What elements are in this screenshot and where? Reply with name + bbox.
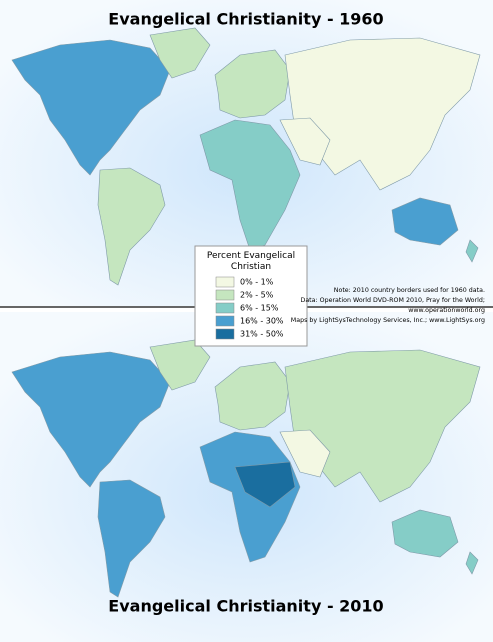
legend-title: Percent Evangelical Christian (207, 251, 295, 272)
legend-label: 2% - 5% (240, 291, 274, 300)
legend-swatch (215, 289, 235, 301)
legend-label: 31% - 50% (240, 330, 284, 339)
legend-box (194, 245, 308, 347)
map-title: Evangelical Christianity - 1960 (108, 10, 383, 29)
map-2010: Evangelical Christianity - 2010 (0, 312, 493, 642)
notes: Note: 2010 country borders used for 1960… (291, 287, 485, 324)
map-title: Evangelical Christianity - 2010 (108, 597, 383, 616)
note-line: Maps by LightSysTechnology Services, Inc… (291, 317, 485, 324)
legend-label: 16% - 30% (240, 317, 284, 326)
legend-swatch (215, 276, 235, 288)
legend-swatch (215, 302, 235, 314)
central-africa (234, 461, 296, 508)
legend-label: 0% - 1% (240, 278, 274, 287)
legend: Percent Evangelical Christian 0% - 1% 2% -… (194, 245, 308, 347)
legend-swatch (215, 328, 235, 340)
legend-swatch (215, 315, 235, 327)
legend-label: 6% - 15% (240, 304, 279, 313)
note-line: Note: 2010 country borders used for 1960… (334, 287, 485, 294)
note-line: www.operationworld.org (408, 307, 485, 314)
note-line: Data: Operation World DVD-ROM 2010, Pray… (300, 297, 485, 304)
